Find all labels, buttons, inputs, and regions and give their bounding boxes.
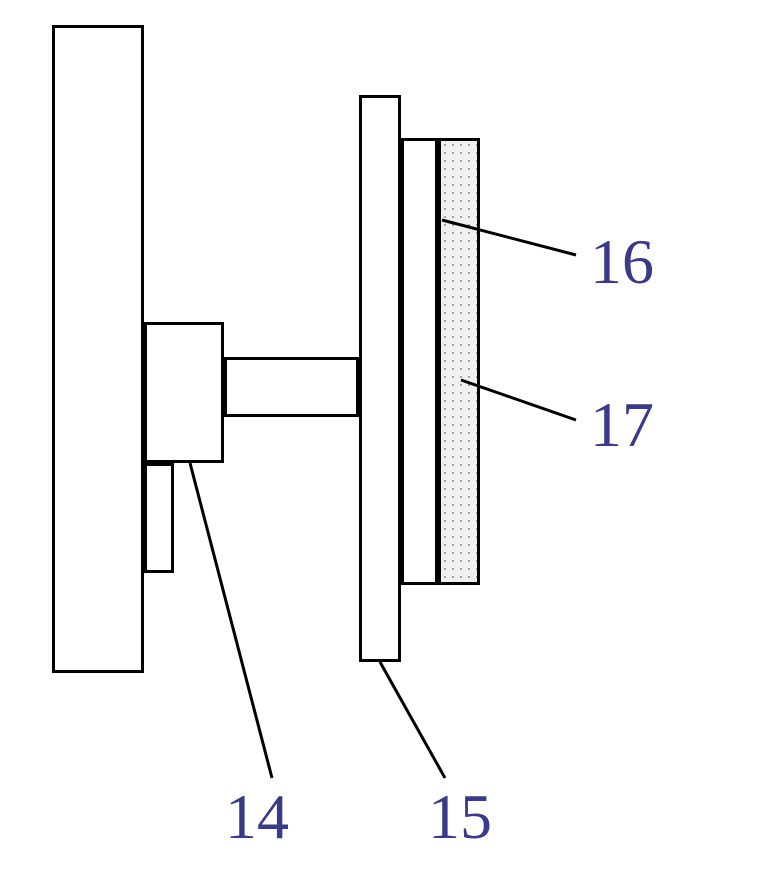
diagram-container: 16 17 14 15	[0, 0, 762, 895]
label-17: 17	[590, 388, 654, 462]
left-bar	[52, 25, 144, 673]
label-15: 15	[428, 780, 492, 854]
right-plate	[359, 95, 401, 662]
label-16: 16	[590, 225, 654, 299]
textured-plate	[438, 138, 480, 585]
right-inner-plate	[401, 138, 438, 585]
small-block-lower	[144, 463, 174, 573]
leader-to-15	[380, 662, 445, 778]
center-block	[144, 322, 224, 463]
leader-to-14	[190, 463, 272, 778]
connector-rod	[224, 357, 359, 417]
label-14: 14	[225, 780, 289, 854]
